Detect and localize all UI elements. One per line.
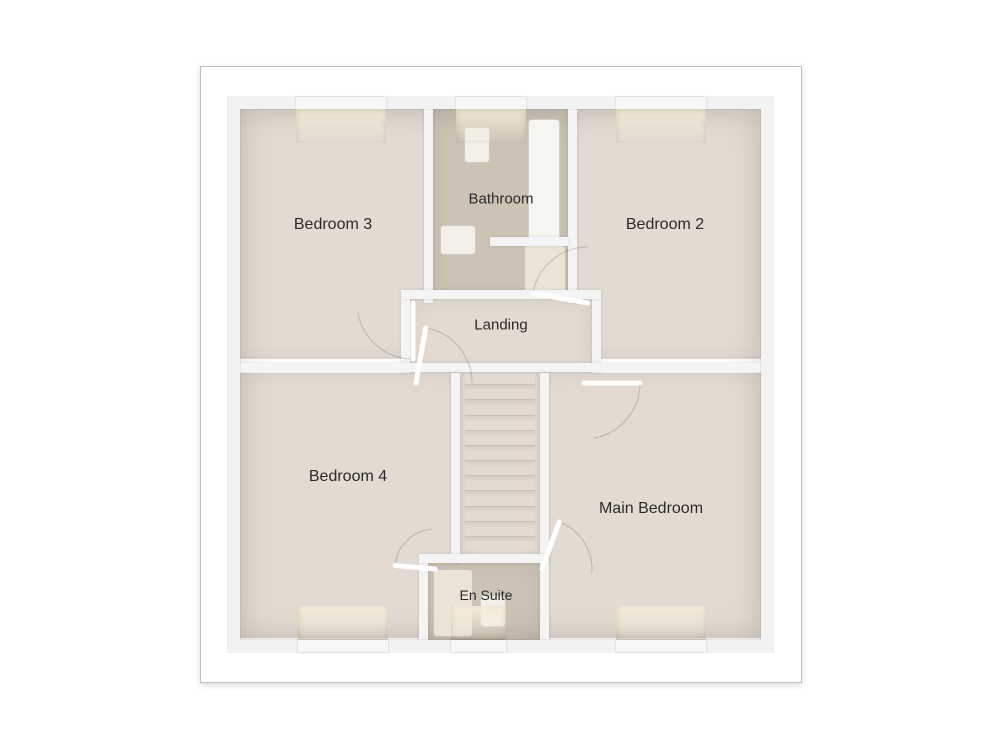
label-bedroom-3: Bedroom 3 — [294, 216, 372, 234]
label-en-suite: En Suite — [460, 587, 513, 603]
label-bathroom: Bathroom — [468, 191, 533, 208]
floorplan-canvas: Bedroom 3 Bathroom Bedroom 2 Landing Bed… — [0, 0, 1000, 750]
label-main-bedroom: Main Bedroom — [599, 500, 703, 518]
label-landing: Landing — [474, 317, 527, 334]
label-bedroom-4: Bedroom 4 — [309, 468, 387, 486]
label-bedroom-2: Bedroom 2 — [626, 216, 704, 234]
outer-wall — [228, 97, 773, 652]
floorplan: Bedroom 3 Bathroom Bedroom 2 Landing Bed… — [228, 97, 773, 652]
